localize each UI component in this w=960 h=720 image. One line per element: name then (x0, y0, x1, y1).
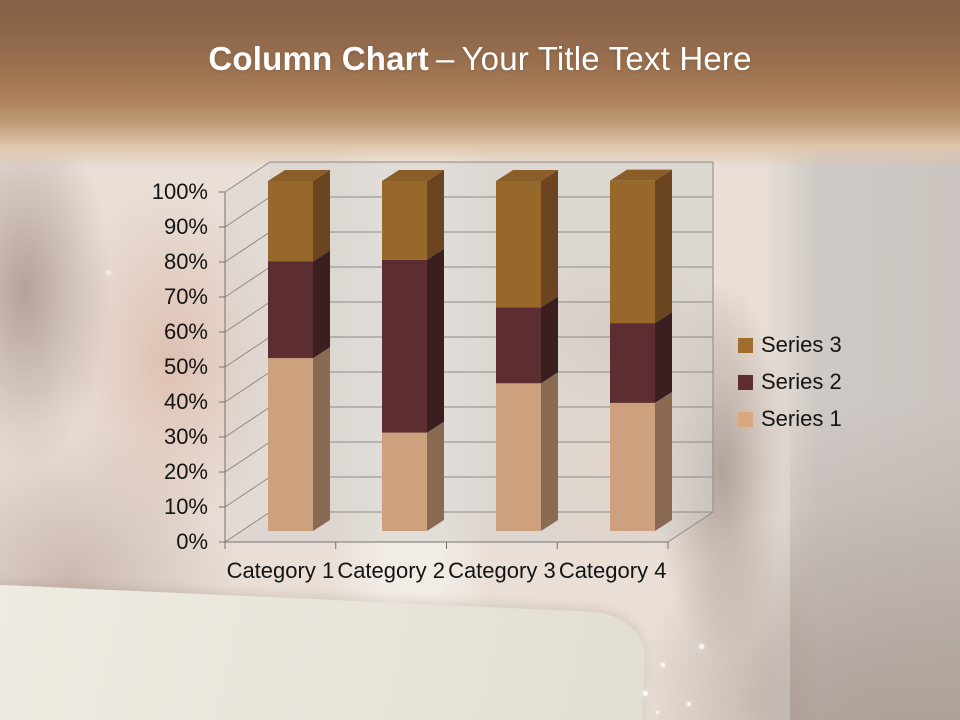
title-bold-text: Column Chart (208, 40, 429, 77)
y-tick-label: 10% (163, 494, 208, 519)
y-tick-label: 40% (163, 389, 208, 414)
bar-segment-side (655, 391, 672, 531)
sparkle-dot (643, 691, 648, 696)
bar-segment (268, 181, 313, 262)
legend-swatch (738, 411, 753, 427)
bar-segment (496, 307, 541, 384)
category-label: Category 1 (226, 558, 335, 583)
legend-item: Series 3 (738, 331, 842, 359)
bar-segment (382, 181, 427, 260)
floor-right-edge (667, 511, 714, 543)
bar-segment-side (541, 296, 558, 384)
bar-top-face (382, 170, 444, 181)
y-tick-label: 70% (163, 284, 208, 309)
legend-swatch (738, 337, 753, 353)
bar-segment (268, 358, 313, 531)
legend-swatch (738, 374, 753, 390)
y-tick-label: 90% (163, 214, 208, 239)
legend-item: Series 2 (738, 368, 842, 396)
y-tick-label: 100% (151, 179, 208, 204)
bar-segment-side (655, 169, 672, 324)
bar-segment (382, 259, 427, 433)
y-tick-label: 80% (163, 249, 208, 274)
sparkle-dot (656, 711, 659, 714)
y-tick-label: 20% (163, 459, 208, 484)
bar-segment (496, 383, 541, 531)
sparkle-dot (661, 663, 665, 667)
gridline (224, 161, 713, 193)
sparkle-dot (687, 702, 691, 706)
legend-label: Series 2 (761, 369, 842, 394)
bar-segment-side (655, 312, 672, 403)
y-tick-label: 30% (163, 424, 208, 449)
legend-item: Series 1 (738, 405, 842, 433)
legend-label: Series 1 (761, 406, 842, 431)
category-label: Category 3 (448, 558, 556, 583)
bar-segment-side (313, 250, 330, 359)
y-tick-label: 0% (176, 529, 208, 554)
bar-segment-side (313, 347, 330, 531)
category-label: Category 2 (337, 558, 445, 583)
background-right-shade (790, 400, 960, 720)
background-right-panel (762, 140, 960, 720)
title-bar (0, 0, 960, 168)
bar-segment (610, 180, 655, 324)
bar-segment-side (541, 372, 558, 531)
bar-segment-side (427, 170, 444, 260)
y-tick-label: 60% (163, 319, 208, 344)
bar-top-face (268, 170, 330, 181)
bar-segment-side (313, 170, 330, 262)
earring-highlight (106, 270, 111, 275)
category-label: Category 4 (558, 558, 667, 583)
chart-legend: Series 3 Series 2 Series 1 (738, 331, 842, 442)
bar-segment (610, 323, 655, 403)
slide-title: Column Chart – Your Title Text Here (0, 40, 960, 78)
legend-label: Series 3 (761, 332, 842, 357)
bar-segment (382, 432, 427, 531)
title-subtitle-text: Your Title Text Here (461, 40, 752, 77)
sparkle-dot (699, 644, 704, 649)
bar-segment-side (541, 170, 558, 308)
bar-segment (268, 261, 313, 359)
title-separator: – (435, 40, 455, 77)
bar-top-face (610, 169, 672, 181)
bar-segment-side (427, 421, 444, 531)
bar-segment (496, 181, 541, 308)
bar-top-face (496, 170, 558, 181)
bar-segment-side (427, 248, 444, 433)
y-tick-label: 50% (163, 354, 208, 379)
bar-segment (610, 402, 655, 531)
chart-floor (225, 512, 713, 542)
